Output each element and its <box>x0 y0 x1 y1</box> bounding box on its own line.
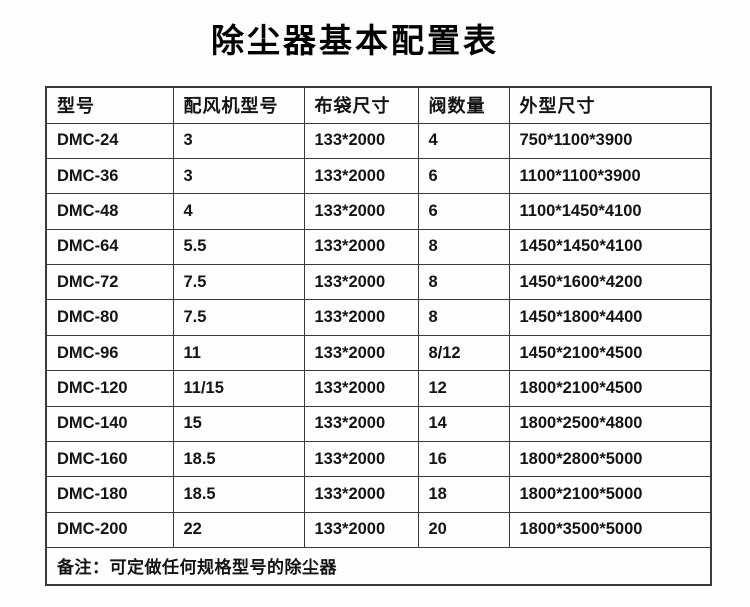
table-cell-bag_size: 133*2000 <box>303 157 419 195</box>
page-title: 除尘器基本配置表 <box>211 24 499 60</box>
table-cell-dimensions: 1800*3500*5000 <box>508 511 712 549</box>
footer-row: 备注：可定做任何规格型号的除尘器 <box>45 547 712 586</box>
table-cell-fan_model: 11/15 <box>172 370 305 407</box>
table-cell-fan_model: 5.5 <box>172 228 305 266</box>
table-cell-valve_count: 12 <box>417 370 510 407</box>
table-body: DMC-24 3 133*2000 4 750*1100*3900 DMC-36 3 133*… <box>45 122 712 549</box>
header-cell-bag-size: 布袋尺寸 <box>303 86 419 124</box>
table-cell-dimensions: 1800*2800*5000 <box>508 441 712 478</box>
footer-note: 备注：可定做任何规格型号的除尘器 <box>45 547 712 586</box>
table-cell-model: DMC-200 <box>45 511 174 549</box>
table-cell-dimensions: 1450*1800*4400 <box>508 299 712 336</box>
table-row: DMC-180 18.5 133*2000 18 1800*2100*5000 <box>45 476 712 513</box>
table-cell-dimensions: 1800*2100*5000 <box>508 476 712 513</box>
table-header: 型号 配风机型号 布袋尺寸 阀数量 外型尺寸 <box>45 86 712 124</box>
table-cell-model: DMC-72 <box>45 264 174 301</box>
table-cell-bag_size: 133*2000 <box>303 193 419 230</box>
table-cell-fan_model: 7.5 <box>172 264 305 301</box>
table-cell-dimensions: 1450*2100*4500 <box>508 334 712 372</box>
table-cell-fan_model: 18.5 <box>172 476 305 513</box>
table-cell-dimensions: 1100*1450*4100 <box>508 193 712 230</box>
table-cell-model: DMC-48 <box>45 193 174 230</box>
table-cell-model: DMC-24 <box>45 122 174 159</box>
table-cell-bag_size: 133*2000 <box>303 334 419 372</box>
table-row: DMC-24 3 133*2000 4 750*1100*3900 <box>45 122 712 159</box>
table-cell-model: DMC-96 <box>45 334 174 372</box>
table-cell-valve_count: 8 <box>417 299 510 336</box>
table-row: DMC-120 11/15 133*2000 12 1800*2100*4500 <box>45 370 712 407</box>
table-cell-fan_model: 15 <box>172 405 305 443</box>
table-cell-model: DMC-80 <box>45 299 174 336</box>
table-cell-valve_count: 14 <box>417 405 510 443</box>
table-row: DMC-140 15 133*2000 14 1800*2500*4800 <box>45 405 712 443</box>
table-cell-model: DMC-160 <box>45 441 174 478</box>
table-cell-dimensions: 1450*1450*4100 <box>508 228 712 266</box>
table-cell-dimensions: 750*1100*3900 <box>508 122 712 159</box>
table-cell-fan_model: 18.5 <box>172 441 305 478</box>
table-cell-model: DMC-180 <box>45 476 174 513</box>
table-cell-fan_model: 3 <box>172 122 305 159</box>
table-cell-model: DMC-120 <box>45 370 174 407</box>
table-cell-valve_count: 6 <box>417 193 510 230</box>
table-cell-valve_count: 16 <box>417 441 510 478</box>
table-cell-model: DMC-140 <box>45 405 174 443</box>
header-cell-model: 型号 <box>45 86 174 124</box>
table-cell-model: DMC-64 <box>45 228 174 266</box>
table-row: DMC-48 4 133*2000 6 1100*1450*4100 <box>45 193 712 230</box>
table-row: DMC-200 22 133*2000 20 1800*3500*5000 <box>45 511 712 549</box>
table-row: DMC-160 18.5 133*2000 16 1800*2800*5000 <box>45 441 712 478</box>
header-row: 型号 配风机型号 布袋尺寸 阀数量 外型尺寸 <box>45 86 712 124</box>
table-cell-dimensions: 1450*1600*4200 <box>508 264 712 301</box>
table-cell-fan_model: 7.5 <box>172 299 305 336</box>
table-cell-dimensions: 1100*1100*3900 <box>508 157 712 195</box>
table-row: DMC-64 5.5 133*2000 8 1450*1450*4100 <box>45 228 712 266</box>
table-cell-dimensions: 1800*2100*4500 <box>508 370 712 407</box>
table-cell-valve_count: 8 <box>417 228 510 266</box>
table-cell-valve_count: 20 <box>417 511 510 549</box>
table-cell-bag_size: 133*2000 <box>303 122 419 159</box>
table-cell-bag_size: 133*2000 <box>303 476 419 513</box>
table-row: DMC-72 7.5 133*2000 8 1450*1600*4200 <box>45 264 712 301</box>
header-cell-dimensions: 外型尺寸 <box>508 86 712 124</box>
table-cell-fan_model: 3 <box>172 157 305 195</box>
table-cell-valve_count: 4 <box>417 122 510 159</box>
table-cell-dimensions: 1800*2500*4800 <box>508 405 712 443</box>
table-cell-valve_count: 6 <box>417 157 510 195</box>
table-cell-fan_model: 11 <box>172 334 305 372</box>
table-cell-bag_size: 133*2000 <box>303 264 419 301</box>
header-cell-fan-model: 配风机型号 <box>172 86 305 124</box>
table-cell-bag_size: 133*2000 <box>303 441 419 478</box>
table-cell-fan_model: 4 <box>172 193 305 230</box>
table-footer: 备注：可定做任何规格型号的除尘器 <box>45 547 712 586</box>
header-cell-valve-count: 阀数量 <box>417 86 510 124</box>
table-cell-valve_count: 8/12 <box>417 334 510 372</box>
table-cell-bag_size: 133*2000 <box>303 228 419 266</box>
table-row: DMC-96 11 133*2000 8/12 1450*2100*4500 <box>45 334 712 372</box>
dust-collector-config-table: 型号 配风机型号 布袋尺寸 阀数量 外型尺寸 DMC-24 3 133*2000 4 7… <box>45 86 712 586</box>
table-cell-bag_size: 133*2000 <box>303 405 419 443</box>
table-cell-fan_model: 22 <box>172 511 305 549</box>
table-cell-bag_size: 133*2000 <box>303 299 419 336</box>
table-cell-valve_count: 18 <box>417 476 510 513</box>
table-row: DMC-36 3 133*2000 6 1100*1100*3900 <box>45 157 712 195</box>
table-cell-valve_count: 8 <box>417 264 510 301</box>
table-cell-bag_size: 133*2000 <box>303 370 419 407</box>
table-cell-bag_size: 133*2000 <box>303 511 419 549</box>
table-cell-model: DMC-36 <box>45 157 174 195</box>
table-row: DMC-80 7.5 133*2000 8 1450*1800*4400 <box>45 299 712 336</box>
